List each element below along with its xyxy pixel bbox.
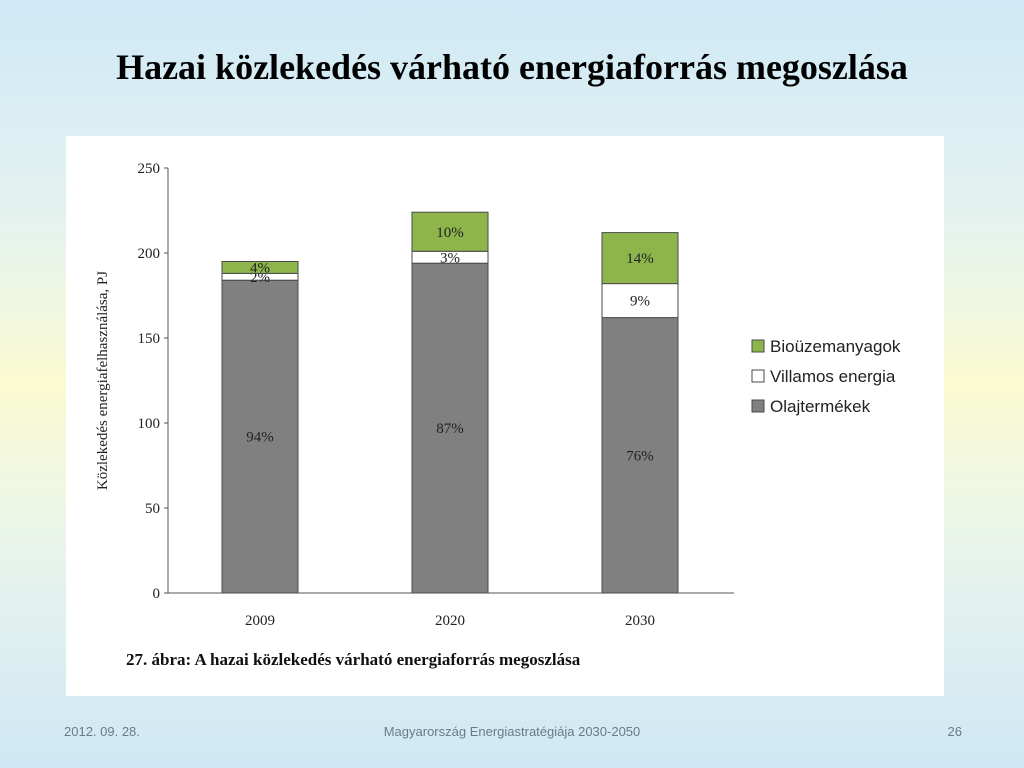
bar-olajtermékek-2030 xyxy=(601,317,679,594)
y-tick-label: 0 xyxy=(153,586,161,602)
bar-value-label: 76% xyxy=(626,448,654,464)
stacked-bar-chart: 0 50 100 150 200 250 Közlekedés energiafelhasz… xyxy=(95,161,901,669)
bar-olajtermékek-2009 xyxy=(221,279,299,594)
slide-title: Hazai közlekedés várható energiaforrás m… xyxy=(116,47,908,87)
y-tick-label: 50 xyxy=(145,501,160,517)
x-tick-label: 2030 xyxy=(625,613,655,629)
bar-value-label: 94% xyxy=(246,430,274,446)
bar-value-label: 10% xyxy=(436,225,464,241)
chart-figure: 0 50 100 150 200 250 Közlekedés energiafelhasz… xyxy=(66,136,944,696)
bar-value-label: 3% xyxy=(440,250,460,266)
page-number: 26 xyxy=(947,724,962,739)
legend-label: Bioüzemanyagok xyxy=(770,337,901,356)
y-tick-label: 200 xyxy=(138,246,161,262)
figure-caption: 27. ábra: A hazai közlekedés várható ene… xyxy=(126,650,581,669)
bar-bioüzemanyagok-2009 xyxy=(221,261,299,274)
bar-value-label: 87% xyxy=(436,421,464,437)
y-tick-label: 250 xyxy=(138,161,161,177)
y-axis-title: Közlekedés energiafelhasználása, PJ xyxy=(95,271,111,490)
legend-label: Villamos energia xyxy=(770,367,896,386)
legend-swatch xyxy=(751,369,765,383)
x-tick-label: 2020 xyxy=(435,613,465,629)
y-tick-label: 150 xyxy=(138,331,161,347)
bar-value-label: 14% xyxy=(626,251,654,267)
bar-olajtermékek-2020 xyxy=(411,262,489,594)
footer-title: Magyarország Energiastratégiája 2030-205… xyxy=(383,724,641,739)
bar-value-label: 9% xyxy=(630,294,650,310)
legend-swatch xyxy=(751,399,765,413)
legend-label: Olajtermékek xyxy=(770,397,871,416)
bar-bioüzemanyagok-2020 xyxy=(411,211,489,252)
y-tick-label: 100 xyxy=(138,416,161,432)
bar-bioüzemanyagok-2030 xyxy=(601,232,679,285)
footer-date: 2012. 09. 28. xyxy=(64,724,140,739)
bar-villamos-energia-2030 xyxy=(601,283,679,319)
x-tick-label: 2009 xyxy=(245,613,275,629)
bar-value-label: 4% xyxy=(250,260,270,276)
legend-swatch xyxy=(751,339,765,353)
